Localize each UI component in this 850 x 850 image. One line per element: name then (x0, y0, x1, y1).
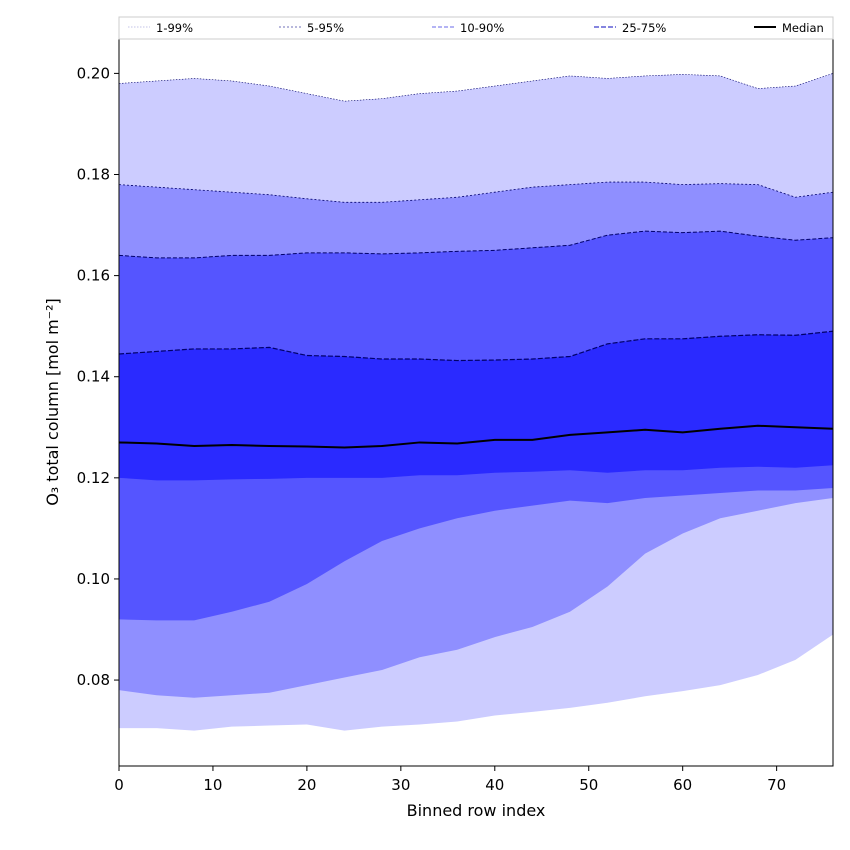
percentile-lines (118, 73, 834, 449)
x-tick-label: 0 (114, 776, 124, 794)
x-tick-label: 30 (391, 776, 410, 794)
x-tick-label: 10 (203, 776, 222, 794)
band-25-75 (119, 331, 833, 481)
y-tick-label: 0.20 (77, 64, 110, 82)
x-tick-label: 70 (767, 776, 786, 794)
line-75 (118, 330, 834, 362)
legend-label-5-95: 5-95% (307, 21, 344, 35)
y-axis-label: O₃ total column [mol m⁻²] (43, 298, 62, 506)
legend-label-25-75: 25-75% (622, 21, 666, 35)
line-95 (118, 181, 834, 203)
y-tick-label: 0.16 (77, 267, 110, 285)
x-tick-label: 40 (485, 776, 504, 794)
y-tick-label: 0.18 (77, 166, 110, 184)
x-axis-label: Binned row index (407, 801, 546, 820)
y-tick-label: 0.08 (77, 671, 110, 689)
x-tick-label: 20 (297, 776, 316, 794)
y-tick-label: 0.10 (77, 570, 110, 588)
y-tick-label: 0.14 (77, 368, 110, 386)
legend-frame (118, 16, 834, 40)
legend: 1-99% 5-95% 10-90% 25-75% Median (118, 16, 834, 40)
median-line (118, 424, 834, 449)
percentile-bands (119, 73, 833, 731)
legend-label-median: Median (782, 21, 824, 35)
line-90 (118, 230, 834, 259)
legend-label-1-99: 1-99% (156, 21, 193, 35)
x-tick-label: 60 (673, 776, 692, 794)
x-axis-ticks: 0 10 20 30 40 50 60 70 (114, 766, 786, 794)
x-tick-label: 50 (579, 776, 598, 794)
legend-label-10-90: 10-90% (460, 21, 504, 35)
y-tick-label: 0.12 (77, 469, 110, 487)
y-axis-ticks: 0.08 0.10 0.12 0.14 0.16 0.18 0.20 (77, 64, 119, 689)
